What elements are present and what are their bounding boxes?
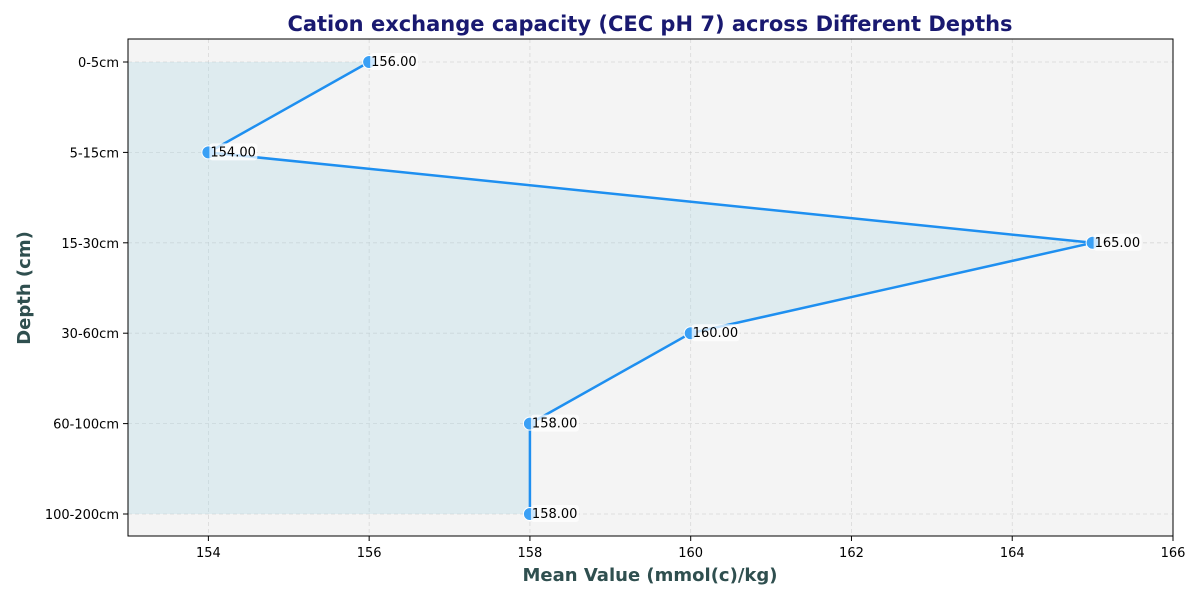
data-label: 158.00 bbox=[532, 417, 578, 432]
x-tick-label: 160 bbox=[678, 546, 703, 561]
y-tick-label: 100-200cm bbox=[45, 508, 119, 523]
area-fill bbox=[128, 62, 1093, 514]
plot-frame bbox=[127, 38, 1174, 537]
x-tick-label: 162 bbox=[839, 546, 864, 561]
plot-background bbox=[128, 39, 1173, 536]
x-tick-label: 166 bbox=[1161, 546, 1186, 561]
data-label-bg bbox=[530, 414, 579, 432]
data-labels: 156.00 154.00 165.00 160.00 158.00 158.00 bbox=[209, 53, 1142, 522]
data-label-bg bbox=[370, 53, 419, 70]
data-label: 156.00 bbox=[371, 55, 417, 70]
data-label: 160.00 bbox=[693, 326, 739, 341]
x-tick-label: 154 bbox=[196, 546, 221, 561]
x-tick-label: 158 bbox=[518, 546, 543, 561]
data-label: 165.00 bbox=[1095, 236, 1141, 251]
y-tick-label: 5-15cm bbox=[70, 146, 119, 161]
y-tick-label: 15-30cm bbox=[61, 237, 119, 252]
data-label: 154.00 bbox=[210, 145, 256, 160]
x-tick-label: 164 bbox=[1000, 546, 1025, 561]
y-tick-label: 0-5cm bbox=[78, 56, 119, 71]
y-tick-label: 30-60cm bbox=[61, 327, 119, 342]
x-axis-ticks: 154 156 158 160 162 164 166 bbox=[196, 536, 1185, 561]
data-label-bg bbox=[691, 324, 740, 342]
x-tick-label: 156 bbox=[357, 546, 382, 561]
y-axis-ticks: 0-5cm 5-15cm 15-30cm 30-60cm 60-100cm 100-200… bbox=[45, 56, 128, 523]
data-label-bg bbox=[1093, 233, 1142, 251]
x-axis-title: Mean Value (mmol(c)/kg) bbox=[523, 565, 778, 586]
data-label-bg bbox=[530, 505, 579, 522]
y-axis-title: Depth (cm) bbox=[14, 231, 35, 345]
series-line bbox=[204, 60, 1093, 514]
y-tick-label: 60-100cm bbox=[53, 418, 119, 433]
grid bbox=[128, 39, 1174, 536]
chart-title: Cation exchange capacity (CEC pH 7) acro… bbox=[287, 12, 1012, 36]
data-label: 158.00 bbox=[532, 507, 578, 522]
data-label-bg bbox=[209, 143, 258, 161]
